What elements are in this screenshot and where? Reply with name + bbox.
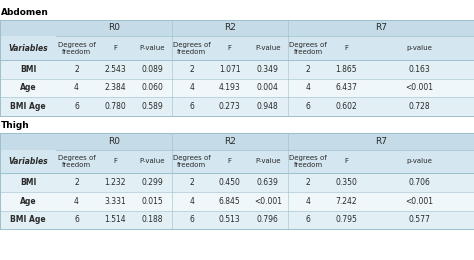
Text: 0.004: 0.004 [257,83,279,92]
Text: 3.331: 3.331 [104,197,126,206]
Text: F: F [228,45,232,51]
Bar [0,173,474,192]
Text: Thigh: Thigh [1,121,30,130]
Bar [0,211,474,229]
Text: 4: 4 [306,197,311,206]
Text: 0.728: 0.728 [408,102,430,111]
Text: 0.089: 0.089 [141,65,163,74]
Text: 6.845: 6.845 [219,197,240,206]
Text: 6: 6 [306,102,311,111]
Text: 2.384: 2.384 [104,83,126,92]
Bar [0,60,474,79]
Text: F: F [228,158,232,165]
Text: Degrees of
freedom: Degrees of freedom [58,155,95,168]
Text: BMI: BMI [20,178,36,187]
Text: 2: 2 [74,178,79,187]
Text: Degrees of
freedom: Degrees of freedom [290,155,327,168]
Text: 6: 6 [189,102,194,111]
Text: 0.299: 0.299 [141,178,163,187]
Text: 0.060: 0.060 [141,83,163,92]
Text: 0.188: 0.188 [141,216,163,224]
Text: P-value: P-value [255,158,281,165]
Text: <0.001: <0.001 [254,197,282,206]
Text: 2.543: 2.543 [104,65,126,74]
Text: 2: 2 [306,65,311,74]
Text: 6.437: 6.437 [335,83,357,92]
Text: Degrees of
freedom: Degrees of freedom [173,155,210,168]
Text: R0: R0 [108,137,120,146]
Text: F: F [113,45,117,51]
Text: F: F [113,158,117,165]
Text: R7: R7 [375,137,387,146]
Bar [0,97,474,116]
Text: P-value: P-value [139,45,165,51]
Text: 0.795: 0.795 [335,216,357,224]
Text: 4: 4 [306,83,311,92]
Text: <0.001: <0.001 [405,197,433,206]
Text: BMI: BMI [20,65,36,74]
Text: 0.706: 0.706 [408,178,430,187]
Bar [0,36,474,60]
Text: F: F [344,45,348,51]
Text: 0.948: 0.948 [257,102,279,111]
Text: 1.514: 1.514 [104,216,126,224]
Text: 0.780: 0.780 [104,102,126,111]
Text: p-value: p-value [406,158,432,165]
Text: <0.001: <0.001 [405,83,433,92]
Text: 1.071: 1.071 [219,65,240,74]
Text: Age: Age [19,83,36,92]
Text: 6: 6 [306,216,311,224]
Text: Degrees of
freedom: Degrees of freedom [290,42,327,55]
Text: 0.589: 0.589 [141,102,163,111]
Text: R2: R2 [224,23,236,32]
Text: 0.163: 0.163 [408,65,430,74]
Text: 0.349: 0.349 [257,65,279,74]
Bar [0,79,474,97]
Text: 4: 4 [74,197,79,206]
Text: BMI Age: BMI Age [10,102,46,111]
Text: 2: 2 [189,65,194,74]
Text: 0.450: 0.450 [219,178,241,187]
Text: 0.639: 0.639 [257,178,279,187]
Text: R2: R2 [224,137,236,146]
Text: 0.513: 0.513 [219,216,240,224]
Text: p-value: p-value [406,45,432,51]
Text: Abdomen: Abdomen [1,8,49,17]
Text: 0.273: 0.273 [219,102,240,111]
Text: 2: 2 [189,178,194,187]
Text: Age: Age [19,197,36,206]
Bar [0,150,474,173]
Text: 4: 4 [189,83,194,92]
Text: P-value: P-value [139,158,165,165]
Text: 0.350: 0.350 [335,178,357,187]
Text: 4: 4 [189,197,194,206]
Bar [0,20,474,36]
Text: P-value: P-value [255,45,281,51]
Text: 2: 2 [306,178,311,187]
Text: 0.015: 0.015 [141,197,163,206]
Text: 4.193: 4.193 [219,83,240,92]
Text: BMI Age: BMI Age [10,216,46,224]
Bar [0,133,474,150]
Text: Variables: Variables [8,157,48,166]
Text: 0.796: 0.796 [257,216,279,224]
Text: Variables: Variables [8,44,48,53]
Text: 2: 2 [74,65,79,74]
Text: 6: 6 [74,216,79,224]
Text: R7: R7 [375,23,387,32]
Text: 1.232: 1.232 [104,178,126,187]
Text: 0.577: 0.577 [408,216,430,224]
Text: Degrees of
freedom: Degrees of freedom [58,42,95,55]
Text: F: F [344,158,348,165]
Text: R0: R0 [108,23,120,32]
Text: 6: 6 [189,216,194,224]
Bar [0,192,474,211]
Text: 1.865: 1.865 [336,65,357,74]
Text: 0.602: 0.602 [336,102,357,111]
Text: Degrees of
freedom: Degrees of freedom [173,42,210,55]
Text: 7.242: 7.242 [336,197,357,206]
Text: 4: 4 [74,83,79,92]
Text: 6: 6 [74,102,79,111]
